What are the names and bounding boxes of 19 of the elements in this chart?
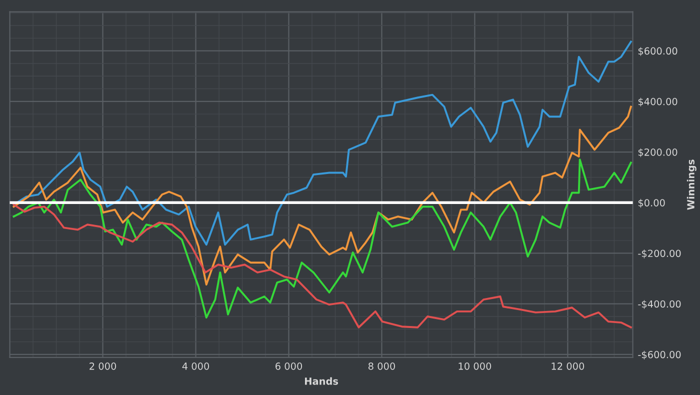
x-tick-label: 6 000	[276, 362, 302, 370]
y-tick-label: -$200.00	[638, 250, 681, 258]
y-tick-label: $600.00	[638, 47, 678, 56]
y-tick-label: $200.00	[638, 148, 678, 158]
y-tick-label: -$400.00	[638, 300, 681, 309]
line-series	[12, 40, 632, 246]
y-axis-title: Winnings	[686, 160, 696, 210]
line-series	[12, 204, 632, 328]
y-tick-label: -$600.00	[638, 350, 681, 360]
x-tick-label: 12 000	[552, 362, 584, 370]
y-tick-label: $0.00	[638, 198, 665, 208]
x-tick-label: 8 000	[368, 362, 396, 370]
x-axis-title: Hands	[305, 377, 338, 385]
line-series	[12, 158, 632, 318]
y-tick-label: $400.00	[638, 98, 678, 107]
line-series	[12, 106, 632, 286]
x-tick-label: 4 000	[182, 362, 210, 370]
x-tick-label: 10 000	[458, 362, 492, 370]
x-tick-label: 2 000	[90, 362, 116, 370]
